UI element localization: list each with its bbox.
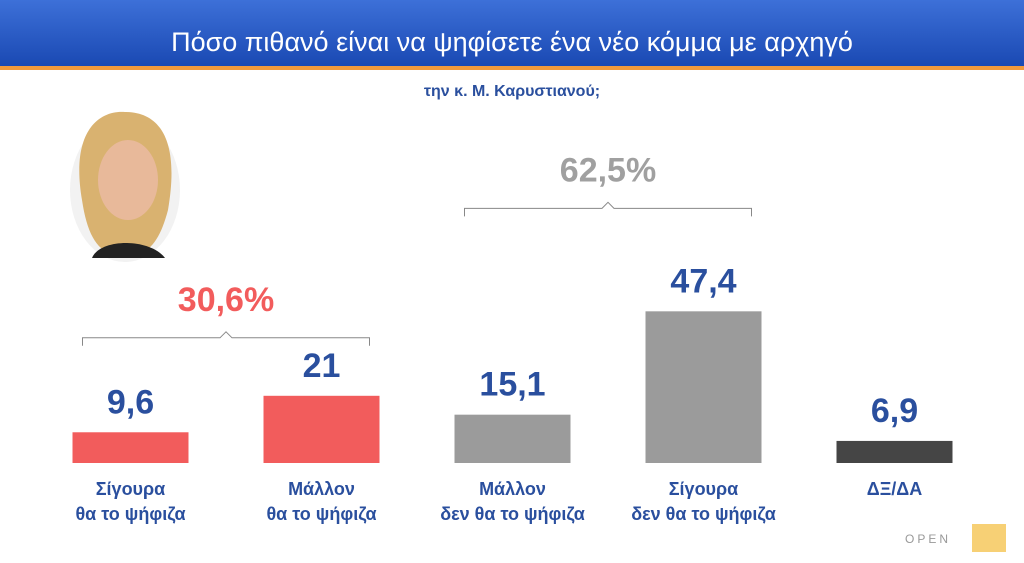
group-bracket bbox=[82, 331, 370, 346]
bar bbox=[263, 395, 380, 463]
bar bbox=[645, 311, 762, 463]
x-tick-label: ΔΞ/ΔΑ bbox=[867, 479, 922, 499]
x-tick-label: Σίγουρα δεν θα το ψήφιζα bbox=[631, 479, 776, 525]
value-label: 47,4 bbox=[670, 262, 736, 300]
value-label: 9,6 bbox=[107, 383, 154, 421]
header-band bbox=[0, 0, 1024, 66]
x-tick-label: Μάλλον δεν θα το ψήφιζα bbox=[440, 479, 585, 525]
x-tick-label: Σίγουρα θα το ψήφιζα bbox=[75, 479, 185, 525]
group-bracket bbox=[464, 201, 752, 217]
portrait bbox=[70, 111, 180, 262]
group-label: 62,5% bbox=[560, 151, 656, 189]
chart-subtitle: την κ. Μ. Καρυστιανού; bbox=[424, 83, 600, 100]
chart-title: Πόσο πιθανό είναι να ψηφίσετε ένα νέο κό… bbox=[171, 27, 853, 57]
value-label: 21 bbox=[303, 347, 341, 385]
logo-text: OPEN bbox=[905, 532, 951, 546]
bar bbox=[454, 414, 571, 463]
value-label: 6,9 bbox=[871, 392, 918, 430]
bar bbox=[72, 432, 189, 463]
group-label: 30,6% bbox=[178, 281, 274, 319]
logo-badge bbox=[972, 524, 1006, 552]
header-stripe bbox=[0, 66, 1024, 70]
value-label: 15,1 bbox=[479, 366, 545, 404]
bar bbox=[836, 440, 953, 463]
x-tick-label: Μάλλον θα το ψήφιζα bbox=[266, 479, 376, 525]
